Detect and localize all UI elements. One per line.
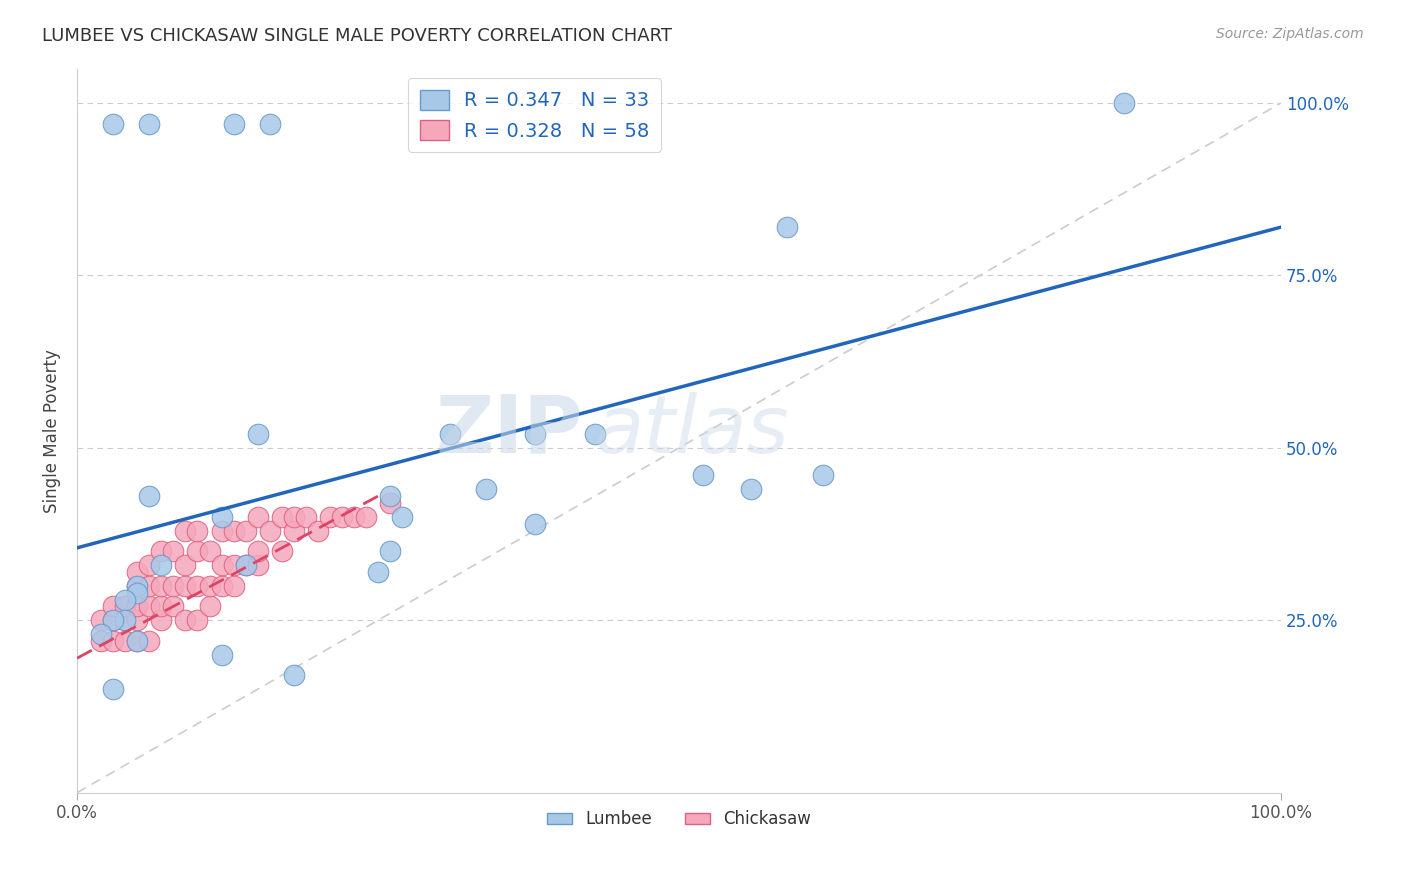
Point — [103, 613, 125, 627]
Point — [138, 489, 160, 503]
Point — [211, 579, 233, 593]
Point — [246, 558, 269, 572]
Point — [235, 558, 257, 572]
Point — [343, 509, 366, 524]
Point — [150, 558, 173, 572]
Point — [150, 613, 173, 627]
Point — [307, 524, 329, 538]
Point — [378, 489, 401, 503]
Point — [692, 468, 714, 483]
Point — [103, 682, 125, 697]
Point — [222, 558, 245, 572]
Text: atlas: atlas — [595, 392, 790, 469]
Point — [211, 648, 233, 662]
Point — [138, 558, 160, 572]
Point — [246, 509, 269, 524]
Point — [198, 599, 221, 614]
Point — [222, 117, 245, 131]
Point — [211, 509, 233, 524]
Point — [186, 544, 208, 558]
Point — [211, 524, 233, 538]
Point — [103, 117, 125, 131]
Point — [367, 565, 389, 579]
Point — [103, 613, 125, 627]
Point — [523, 516, 546, 531]
Point — [259, 117, 281, 131]
Point — [127, 585, 149, 599]
Point — [246, 427, 269, 442]
Point — [162, 544, 184, 558]
Point — [174, 524, 197, 538]
Point — [127, 565, 149, 579]
Point — [270, 544, 292, 558]
Point — [127, 579, 149, 593]
Point — [354, 509, 377, 524]
Point — [90, 613, 112, 627]
Point — [127, 613, 149, 627]
Point — [150, 544, 173, 558]
Point — [378, 496, 401, 510]
Point — [138, 634, 160, 648]
Point — [740, 482, 762, 496]
Point — [114, 613, 136, 627]
Point — [523, 427, 546, 442]
Point — [150, 579, 173, 593]
Point — [162, 599, 184, 614]
Point — [222, 579, 245, 593]
Point — [138, 599, 160, 614]
Point — [186, 579, 208, 593]
Point — [138, 117, 160, 131]
Point — [114, 634, 136, 648]
Point — [174, 579, 197, 593]
Legend: Lumbee, Chickasaw: Lumbee, Chickasaw — [540, 804, 818, 835]
Point — [127, 634, 149, 648]
Point — [162, 579, 184, 593]
Point — [127, 579, 149, 593]
Point — [583, 427, 606, 442]
Point — [90, 634, 112, 648]
Point — [127, 634, 149, 648]
Point — [813, 468, 835, 483]
Point — [295, 509, 318, 524]
Point — [475, 482, 498, 496]
Point — [186, 524, 208, 538]
Point — [439, 427, 461, 442]
Point — [235, 524, 257, 538]
Point — [114, 599, 136, 614]
Point — [198, 579, 221, 593]
Point — [103, 634, 125, 648]
Point — [186, 613, 208, 627]
Point — [174, 558, 197, 572]
Point — [150, 599, 173, 614]
Point — [222, 524, 245, 538]
Point — [138, 579, 160, 593]
Point — [283, 668, 305, 682]
Text: LUMBEE VS CHICKASAW SINGLE MALE POVERTY CORRELATION CHART: LUMBEE VS CHICKASAW SINGLE MALE POVERTY … — [42, 27, 672, 45]
Point — [174, 613, 197, 627]
Point — [259, 524, 281, 538]
Point — [776, 220, 799, 235]
Point — [283, 509, 305, 524]
Point — [319, 509, 342, 524]
Point — [114, 613, 136, 627]
Point — [391, 509, 413, 524]
Text: Source: ZipAtlas.com: Source: ZipAtlas.com — [1216, 27, 1364, 41]
Point — [283, 524, 305, 538]
Point — [127, 599, 149, 614]
Point — [246, 544, 269, 558]
Point — [211, 558, 233, 572]
Point — [270, 509, 292, 524]
Point — [114, 592, 136, 607]
Point — [90, 627, 112, 641]
Point — [103, 599, 125, 614]
Point — [378, 544, 401, 558]
Point — [235, 558, 257, 572]
Point — [198, 544, 221, 558]
Point — [330, 509, 353, 524]
Y-axis label: Single Male Poverty: Single Male Poverty — [44, 349, 60, 513]
Point — [1114, 95, 1136, 110]
Text: ZIP: ZIP — [436, 392, 582, 469]
